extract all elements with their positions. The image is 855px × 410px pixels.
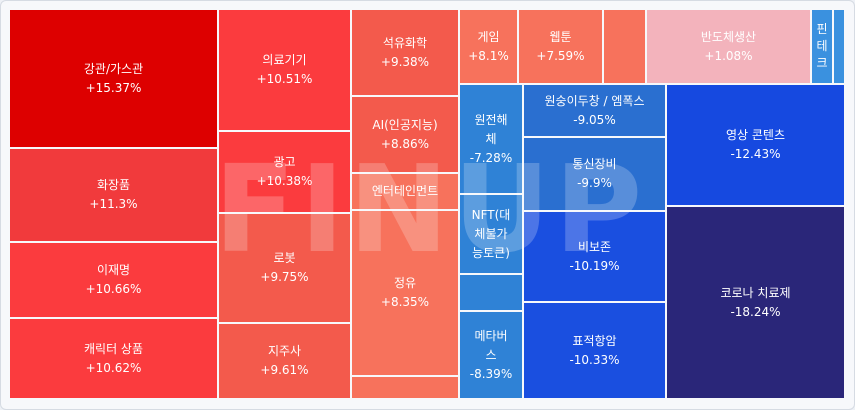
tile-value: +10.66% (85, 282, 142, 296)
tile-label: 웹툰 (549, 29, 572, 44)
tile-value: +1.08% (704, 48, 753, 63)
tile-label: 원숭이두창 / 엠폭스 (544, 93, 645, 108)
tile-value: +9.61% (260, 363, 309, 377)
tile-label: 광고 (273, 155, 296, 169)
tile-label: 원전해 체 (474, 112, 508, 146)
tile-label: 통신장비 (572, 157, 617, 171)
treemap-tile[interactable]: 이재명 +10.66% (10, 243, 217, 317)
tile-value: -7.28% (469, 150, 513, 165)
tile-label: 의료기기 (262, 53, 307, 67)
tile-label: 표적항암 (572, 333, 617, 348)
tile-label: AI(인공지능) (372, 117, 438, 132)
treemap-tile[interactable]: NFT(대 체불가 능토큰) (460, 195, 522, 273)
treemap-tile[interactable]: 화장품 +11.3% (10, 149, 217, 241)
tile-value: -10.19% (569, 258, 620, 273)
tile-label: 엔터테인먼트 (371, 184, 439, 198)
tile-value: +7.59% (536, 48, 585, 63)
tile-value: +9.38% (380, 54, 430, 69)
treemap-tile[interactable] (460, 275, 522, 310)
tile-value: +8.35% (380, 295, 430, 309)
tile-label: NFT(대 체불가 능토큰) (471, 207, 511, 260)
treemap-tile[interactable]: 지주사 +9.61% (219, 324, 350, 398)
tile-label: 정유 (393, 276, 417, 290)
tile-label: 게임 (477, 29, 500, 44)
tile-label: 캐릭터 상품 (83, 341, 143, 356)
treemap-tile[interactable]: 통신장비 -9.9% (524, 138, 665, 210)
tile-value: +10.51% (256, 72, 313, 86)
tile-value: +10.62% (85, 360, 142, 375)
tile-label: 화장품 (96, 178, 131, 192)
tile-value: -9.05% (573, 112, 616, 127)
tile-label: 비보존 (577, 239, 612, 254)
treemap-tile[interactable]: 로봇 +9.75% (219, 214, 350, 322)
treemap-tile[interactable]: 핀 테 크 (812, 10, 832, 83)
tile-label: 로봇 (273, 251, 296, 265)
tile-label: 반도체생산 (700, 29, 757, 44)
tile-value: +9.75% (260, 270, 309, 284)
treemap-tile[interactable]: 메타버 스 -8.39% (460, 312, 522, 398)
treemap-tile[interactable]: 웹툰 +7.59% (519, 10, 602, 83)
treemap-tile[interactable]: 캐릭터 상품 +10.62% (10, 319, 217, 398)
tile-value: -10.33% (569, 352, 620, 367)
tile-value: -9.9% (577, 176, 612, 190)
treemap-tile[interactable]: 원숭이두창 / 엠폭스 -9.05% (524, 85, 665, 136)
treemap-tile[interactable]: 반도체생산 +1.08% (647, 10, 810, 83)
treemap-tile[interactable]: 코로나 치료제 -18.24% (667, 207, 844, 398)
treemap-tile[interactable]: 의료기기 +10.51% (219, 10, 350, 130)
tile-value: +8.86% (380, 136, 430, 151)
tile-value: +11.3% (89, 197, 138, 211)
treemap-tile[interactable] (604, 10, 645, 83)
tile-value: -8.39% (469, 366, 513, 381)
tile-label: 영상 콘텐츠 (725, 128, 785, 142)
treemap-tile[interactable]: 표적항암 -10.33% (524, 303, 665, 398)
treemap-tile[interactable]: 비보존 -10.19% (524, 212, 665, 301)
tile-value: +8.1% (468, 48, 509, 63)
tile-value: -18.24% (730, 304, 781, 319)
treemap-tile[interactable]: 엔터테인먼트 (352, 174, 458, 209)
treemap-tile[interactable]: 원전해 체 -7.28% (460, 85, 522, 193)
tile-label: 이재명 (96, 263, 131, 277)
tile-label: 코로나 치료제 (720, 285, 791, 300)
treemap-tile[interactable]: 석유화학 +9.38% (352, 10, 458, 95)
tile-label: 석유화학 (382, 35, 428, 50)
tile-value: +15.37% (85, 80, 142, 95)
tile-label: 핀 테 크 (816, 22, 828, 70)
tile-value: +10.38% (256, 174, 313, 188)
tile-value: -12.43% (730, 147, 781, 161)
tile-label: 메타버 스 (474, 328, 508, 362)
tile-label: 지주사 (267, 344, 302, 358)
treemap-tile[interactable]: 강관/가스관 +15.37% (10, 10, 217, 147)
tile-label: 강관/가스관 (83, 61, 144, 76)
treemap-tile[interactable] (352, 377, 458, 398)
treemap-tile[interactable]: 게임 +8.1% (460, 10, 517, 83)
treemap-tile[interactable]: 영상 콘텐츠 -12.43% (667, 85, 844, 205)
treemap-tile[interactable]: 광고 +10.38% (219, 132, 350, 212)
treemap-tile[interactable]: AI(인공지능) +8.86% (352, 97, 458, 172)
treemap-tile[interactable]: 정유 +8.35% (352, 211, 458, 375)
treemap-tile[interactable] (834, 10, 844, 83)
